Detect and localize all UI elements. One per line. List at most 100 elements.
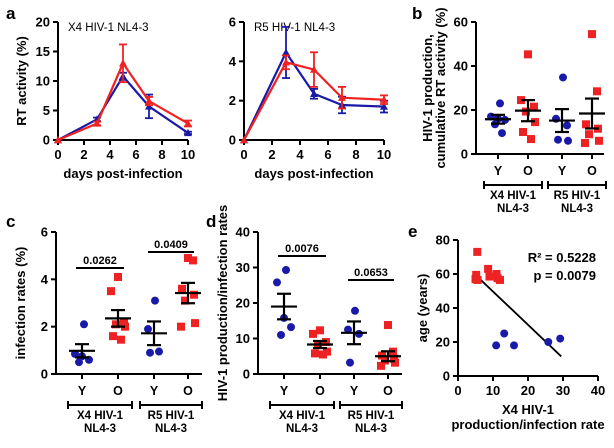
group-label-young: Y <box>150 384 159 398</box>
data-point <box>146 348 154 357</box>
data-point <box>496 275 504 284</box>
svg-text:10: 10 <box>486 383 500 398</box>
data-point <box>54 136 62 144</box>
panel-b-letter: b <box>412 4 423 23</box>
virus-label: X4 HIV-1 <box>77 410 124 422</box>
virus-label: X4 HIV-1 <box>279 410 326 422</box>
data-point <box>310 89 318 97</box>
y-axis-label: HIV-1 production, <box>420 34 435 142</box>
data-point <box>595 136 603 145</box>
group-label-young: Y <box>494 164 503 178</box>
group-3 <box>377 321 399 370</box>
svg-text:6: 6 <box>229 15 236 30</box>
virus-label-line2: NL4-3 <box>561 203 593 215</box>
svg-text:60: 60 <box>454 15 468 30</box>
data-point <box>310 65 318 73</box>
series-old <box>54 43 192 144</box>
data-point <box>524 50 532 59</box>
svg-text:6: 6 <box>132 147 139 162</box>
group-label-young: Y <box>280 384 289 398</box>
virus-label: R5 HIV-1 <box>148 410 195 422</box>
virus-label: R5 HIV-1 <box>554 190 601 202</box>
svg-text:2: 2 <box>229 93 236 108</box>
data-point <box>282 58 290 66</box>
svg-text:40: 40 <box>454 59 468 74</box>
virus-label-line2: NL4-3 <box>497 203 529 215</box>
data-point <box>484 264 493 273</box>
svg-text:0: 0 <box>43 133 50 148</box>
svg-text:60: 60 <box>436 267 450 282</box>
virus-label-line2: NL4-3 <box>286 423 318 435</box>
data-point <box>282 265 290 274</box>
svg-text:4: 4 <box>106 147 114 162</box>
data-point <box>112 320 120 329</box>
data-point <box>287 323 295 332</box>
data-point <box>184 119 192 127</box>
svg-text:0: 0 <box>240 147 247 162</box>
panel-a-r5-chart: 0 2 4 6 0 2 4 6 8 10 R5 HIV-1 NL4-3 days post-infec… <box>210 8 405 193</box>
pvalue-text: 0.0262 <box>83 255 117 267</box>
data-point <box>544 338 553 346</box>
svg-text:4: 4 <box>41 272 49 287</box>
svg-text:20: 20 <box>36 15 50 30</box>
y-axis-label-line2: cumulative RT activity (%) <box>433 7 448 168</box>
svg-text:4: 4 <box>229 54 237 69</box>
data-point <box>581 139 589 147</box>
mean-sem-bar <box>341 320 367 346</box>
data-point <box>181 296 189 305</box>
svg-text:2: 2 <box>80 147 87 162</box>
data-point <box>144 325 152 334</box>
data-point <box>117 335 125 344</box>
data-point <box>109 332 117 341</box>
svg-text:2: 2 <box>268 147 275 162</box>
group-label-old: O <box>523 164 533 178</box>
mean-sem-bar <box>69 343 95 359</box>
panel-c-chart: 0 2 4 6 Y O Y O X4 HIV-1 NL4-3 R5 HIV-1 NL4-3 0.0262… <box>12 216 208 444</box>
svg-text:4: 4 <box>296 147 304 162</box>
data-point <box>559 73 567 82</box>
panel-a-x4-chart: 0 5 10 15 20 0 2 4 6 8 10 X4 HIV-1 NL4-3 RT activity… <box>14 8 209 193</box>
y-axis-label: infection rates (%) <box>13 247 28 360</box>
mean-sem-bar <box>271 292 297 321</box>
x-axis-label: days post-infection <box>63 166 182 181</box>
data-point <box>498 129 506 138</box>
data-point <box>190 290 198 299</box>
axes: 0 20 40 60 80 0 10 20 30 40 <box>436 233 606 399</box>
pvalue-annotation-0: 0.0262 <box>76 255 124 269</box>
data-point <box>485 272 494 281</box>
svg-text:20: 20 <box>454 103 468 118</box>
mean-sem-bar <box>549 108 575 134</box>
data-point <box>593 87 601 96</box>
virus-label-line2: NL4-3 <box>355 423 387 435</box>
svg-text:40: 40 <box>436 301 450 316</box>
series-old <box>471 247 504 284</box>
panel-e-chart: 0 20 40 60 80 0 10 20 30 40 R² = 0.5228 p = 0.0079 a… <box>414 226 612 444</box>
data-point <box>338 93 346 101</box>
panel-d-letter: d <box>206 212 217 231</box>
data-point <box>191 319 199 328</box>
virus-label: R5 HIV-1 <box>348 410 395 422</box>
data-point <box>273 278 281 287</box>
pvalue-annotation-1: 0.0653 <box>348 267 394 281</box>
data-point <box>492 341 501 350</box>
data-point <box>380 95 388 103</box>
mean-sem-bar <box>579 97 605 130</box>
data-point <box>311 349 319 358</box>
data-point <box>277 330 285 339</box>
svg-text:2: 2 <box>41 319 48 334</box>
data-point <box>184 128 192 137</box>
data-point <box>527 135 535 144</box>
data-point <box>510 341 518 350</box>
axes: 0 2 4 6 <box>41 225 202 382</box>
virus-label-line2: NL4-3 <box>84 423 116 435</box>
data-point <box>189 256 197 265</box>
panel-d-chart: 0 10 20 30 40 Y O Y O X4 HIV-1 NL4-3 R5 HIV-1 NL4-3 0… <box>212 205 408 444</box>
mean-sem-bar <box>485 113 511 125</box>
pvalue-annotation-1: 0.0409 <box>148 239 194 253</box>
data-point <box>556 334 565 343</box>
data-point <box>107 287 115 296</box>
svg-text:40: 40 <box>591 383 605 398</box>
r-squared-text: R² = 0.5228 <box>528 250 596 265</box>
